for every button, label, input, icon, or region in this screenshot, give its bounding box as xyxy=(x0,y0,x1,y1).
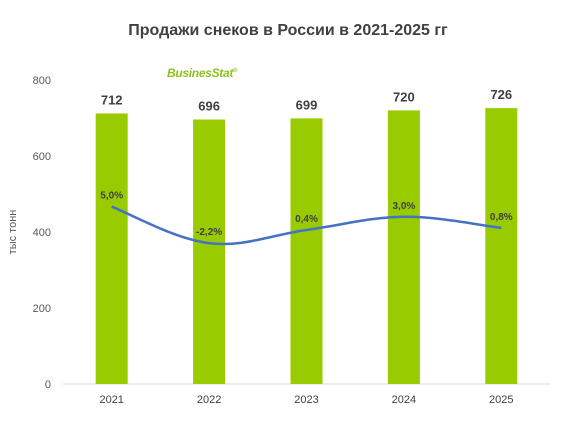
bar-value-label: 696 xyxy=(198,99,220,114)
x-tick-label: 2021 xyxy=(99,394,123,406)
chart-title: Продажи снеков в России в 2021-2025 гг xyxy=(128,22,448,39)
growth-label: 0,8% xyxy=(490,212,513,223)
bars xyxy=(95,108,518,385)
y-axis-title: тыс тонн xyxy=(7,210,19,255)
growth-label: -2,2% xyxy=(196,227,222,238)
growth-label: 0,4% xyxy=(295,214,318,225)
bar-value-label: 726 xyxy=(490,87,512,102)
x-tick-label: 2024 xyxy=(392,394,416,406)
bar xyxy=(290,118,323,384)
x-tick-labels: 2021 2022 2023 2024 2025 xyxy=(99,394,513,406)
growth-label: 5,0% xyxy=(100,191,123,202)
y-tick-label: 200 xyxy=(33,303,51,315)
y-axis-title-group: тыс тонн xyxy=(7,210,19,255)
x-tick-label: 2025 xyxy=(489,394,513,406)
bar-value-label: 699 xyxy=(296,97,318,112)
growth-labels: 5,0% -2,2% 0,4% 3,0% 0,8% xyxy=(100,191,513,238)
y-tick-labels: 0 200 400 600 800 xyxy=(33,75,51,391)
growth-line xyxy=(111,205,502,246)
y-tick-label: 400 xyxy=(33,227,51,239)
bar-value-label: 720 xyxy=(393,89,415,104)
x-tick-label: 2023 xyxy=(294,394,318,406)
growth-label: 3,0% xyxy=(393,201,416,212)
x-tick-label: 2022 xyxy=(197,394,221,406)
bar xyxy=(485,108,518,385)
businesstat-logo: BusinesStat® xyxy=(167,66,238,80)
y-tick-label: 800 xyxy=(33,75,51,87)
y-tick-label: 0 xyxy=(45,379,51,391)
y-tick-label: 600 xyxy=(33,151,51,163)
bar xyxy=(95,113,128,384)
bar-value-label: 712 xyxy=(101,92,123,107)
bar-value-labels: 712 696 699 720 726 xyxy=(101,87,512,113)
bar xyxy=(387,110,420,385)
bar xyxy=(193,119,226,385)
